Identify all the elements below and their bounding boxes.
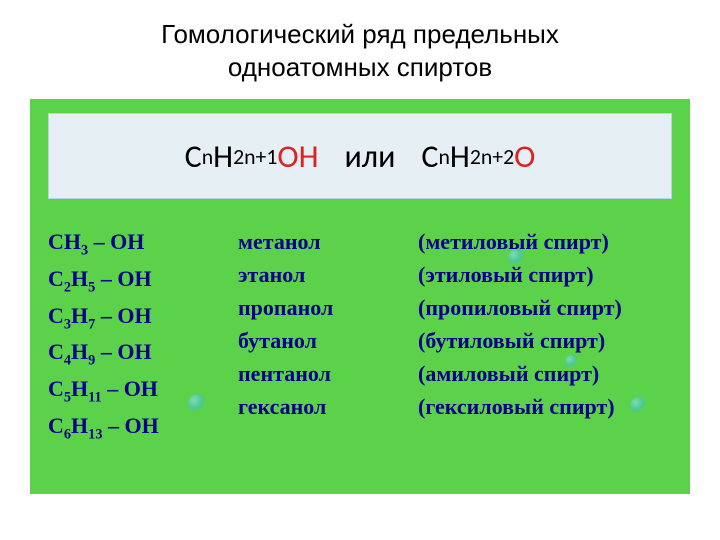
f-c2: С xyxy=(421,137,438,176)
general-formula: Сn Н2n+1ОН или СnН2n+2О xyxy=(48,113,672,199)
formula-row: C6H13 – OH xyxy=(48,409,228,446)
f-h2: Н xyxy=(450,137,470,176)
name-row: пропанол xyxy=(238,291,408,324)
title-line2: одноатомных спиртов xyxy=(228,52,492,82)
f-oh: ОН xyxy=(277,137,318,176)
name-row: этанол xyxy=(238,258,408,291)
title-line1: Гомологический ряд предельных xyxy=(161,19,559,49)
homolog-table: CH3 – OHC2H5 – OHC3H7 – OHC4H9 – OHC5H11… xyxy=(48,225,672,446)
content-panel: Сn Н2n+1ОН или СnН2n+2О CH3 – OHC2H5 – O… xyxy=(30,99,690,494)
formula-row: C3H7 – OH xyxy=(48,299,228,336)
trivial-row: (этиловый спирт) xyxy=(418,258,672,291)
trivial-row: (метиловый спирт) xyxy=(418,225,672,258)
f-h1: Н xyxy=(213,137,233,176)
formula-row: C4H9 – OH xyxy=(48,335,228,372)
star-icon xyxy=(630,397,648,415)
f-or: или xyxy=(345,137,396,176)
star-icon xyxy=(565,355,579,369)
formula-row: CH3 – OH xyxy=(48,225,228,262)
star-icon xyxy=(508,249,526,267)
f-n1: n xyxy=(202,143,213,170)
col-names: метанолэтанолпропанолбутанолпентанолгекс… xyxy=(238,225,408,446)
name-row: гексанол xyxy=(238,390,408,423)
f-n2: n xyxy=(438,143,449,170)
star-icon xyxy=(188,394,208,414)
name-row: бутанол xyxy=(238,324,408,357)
name-row: пентанол xyxy=(238,357,408,390)
trivial-row: (пропиловый спирт) xyxy=(418,291,672,324)
f-o: О xyxy=(514,137,535,176)
trivial-row: (бутиловый спирт) xyxy=(418,324,672,357)
formula-row: C2H5 – OH xyxy=(48,262,228,299)
f-sub2: 2n+2 xyxy=(470,143,514,170)
f-c1: С xyxy=(185,137,202,176)
slide-title: Гомологический ряд предельных одноатомны… xyxy=(30,18,690,83)
trivial-row: (амиловый спирт) xyxy=(418,357,672,390)
name-row: метанол xyxy=(238,225,408,258)
f-sub1: 2n+1 xyxy=(233,143,277,170)
